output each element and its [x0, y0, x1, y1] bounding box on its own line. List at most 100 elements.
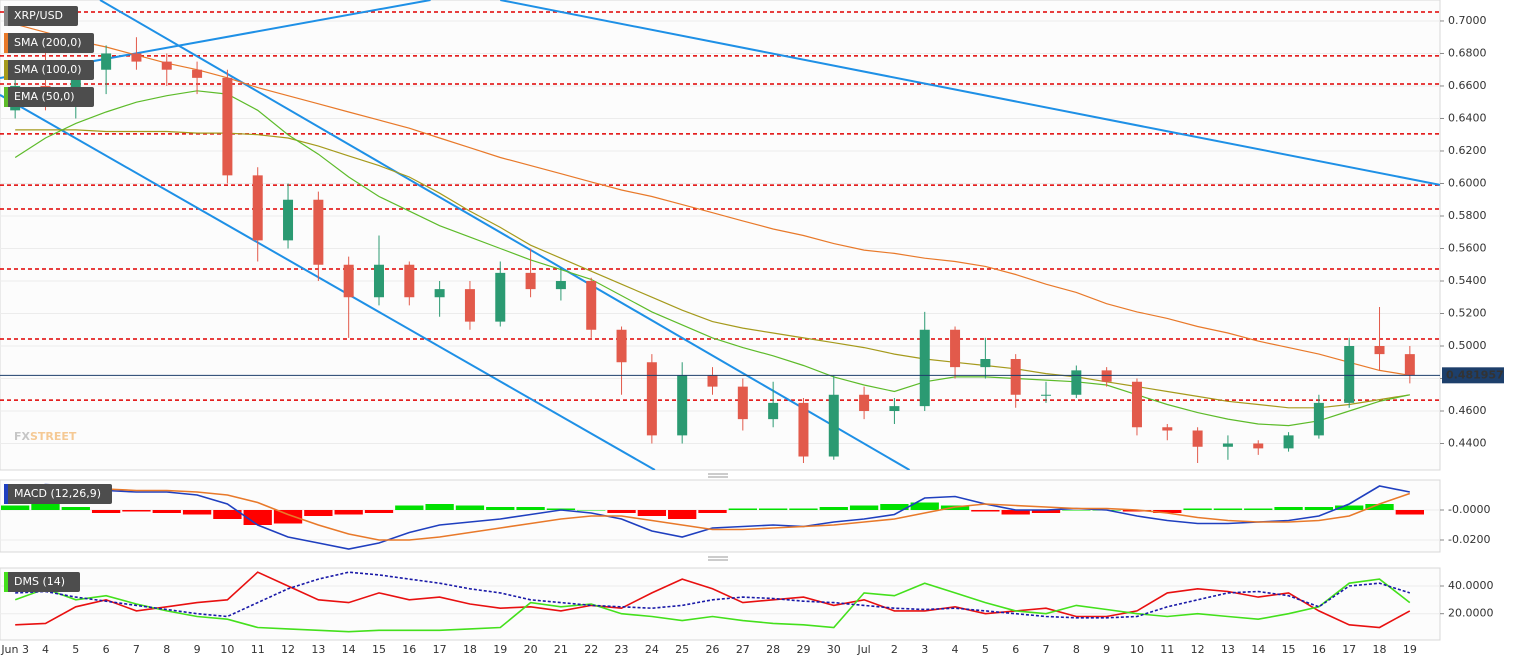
- x-tick-label: 17: [1342, 643, 1356, 656]
- histogram-bar: [668, 510, 697, 519]
- last-price-box: [1442, 367, 1504, 384]
- legend-item: MACD (12,26,9): [4, 484, 112, 504]
- x-tick-label: 15: [372, 643, 386, 656]
- panel-handle[interactable]: [708, 556, 728, 561]
- candle-body: [1374, 345, 1385, 355]
- watermark-part: STREET: [30, 430, 77, 443]
- histogram-bar: [1365, 504, 1394, 510]
- y-tick-label: -0.0200: [1448, 533, 1490, 546]
- candle-body: [1101, 370, 1112, 382]
- y-tick-label: 0.6200: [1448, 144, 1487, 157]
- histogram-bar: [1183, 508, 1212, 510]
- histogram-bar: [152, 510, 181, 513]
- x-tick-label: 10: [220, 643, 234, 656]
- histogram-bar: [1304, 507, 1334, 510]
- candle-body: [768, 402, 779, 420]
- panel-handle[interactable]: [708, 473, 728, 478]
- legend-box: [4, 87, 94, 107]
- candle-body: [950, 329, 961, 368]
- indicator-line: [15, 483, 1410, 550]
- candle-body: [373, 264, 384, 298]
- legend-swatch: [4, 33, 8, 53]
- candle-body: [1313, 402, 1324, 436]
- x-tick-label: 18: [463, 643, 477, 656]
- x-tick-label: 8: [163, 643, 170, 656]
- y-tick-label: 0.6800: [1448, 46, 1487, 59]
- y-tick-label: 0.5800: [1448, 209, 1487, 222]
- x-tick-label: Jun 3: [0, 643, 29, 656]
- histogram-bar: [425, 504, 454, 510]
- y-tick-label: 0.5000: [1448, 339, 1487, 352]
- legend-item: XRP/USD: [4, 6, 78, 26]
- histogram-bar: [637, 510, 667, 516]
- x-tick-label: 11: [251, 643, 265, 656]
- candle-body: [616, 329, 627, 363]
- x-tick-label: 26: [706, 643, 720, 656]
- x-tick-label: 21: [554, 643, 568, 656]
- x-tick-label: 30: [827, 643, 841, 656]
- histogram-bar: [849, 505, 879, 510]
- x-tick-label: 6: [103, 643, 110, 656]
- candle-body: [1283, 435, 1294, 449]
- candle-body: [495, 272, 506, 322]
- x-tick-label: 14: [1251, 643, 1265, 656]
- x-tick-label: 15: [1282, 643, 1296, 656]
- x-tick-label: 7: [133, 643, 140, 656]
- legend-item: SMA (100,0): [4, 60, 94, 80]
- x-tick-label: 12: [281, 643, 295, 656]
- trendline: [99, 0, 911, 470]
- histogram-bar: [304, 510, 333, 516]
- candle-body: [737, 386, 748, 420]
- trendline: [500, 0, 1440, 186]
- x-tick-label: 17: [433, 643, 447, 656]
- x-tick-label: 16: [1312, 643, 1326, 656]
- candle-body: [1162, 427, 1173, 431]
- y-tick-label: 0.4400: [1448, 437, 1487, 450]
- histogram-bar: [910, 502, 939, 510]
- candle-body: [859, 394, 870, 412]
- y-tick-label: 0.6000: [1448, 176, 1487, 189]
- candle-body: [283, 199, 294, 241]
- candle-body: [404, 264, 415, 298]
- histogram-bar: [1001, 510, 1030, 515]
- legend-label: MACD (12,26,9): [14, 487, 101, 500]
- histogram-bar: [395, 505, 424, 510]
- histogram-bar: [789, 508, 818, 510]
- histogram-bar: [122, 510, 151, 512]
- x-tick-label: 5: [982, 643, 989, 656]
- candle-body: [131, 53, 142, 62]
- legend-swatch: [4, 60, 8, 80]
- x-tick-label: 19: [493, 643, 507, 656]
- x-tick-label: 7: [1043, 643, 1050, 656]
- x-tick-label: 11: [1160, 643, 1174, 656]
- y-tick-label: 0.6400: [1448, 111, 1487, 124]
- candle-body: [707, 375, 718, 387]
- candle-body: [798, 402, 809, 457]
- candle-body: [586, 280, 597, 330]
- x-tick-label: 19: [1403, 643, 1417, 656]
- x-tick-label: 5: [72, 643, 79, 656]
- histogram-bar: [31, 504, 60, 510]
- candle-body: [70, 69, 81, 95]
- candle-body: [192, 69, 203, 78]
- candle-body: [1192, 430, 1203, 447]
- legend-swatch: [4, 87, 8, 107]
- candle-body: [343, 264, 354, 298]
- histogram-bar: [213, 510, 242, 519]
- candle-body: [1222, 443, 1233, 447]
- histogram-bar: [971, 510, 1000, 512]
- x-tick-label: 4: [42, 643, 49, 656]
- histogram-bar: [1244, 508, 1273, 510]
- legend-box: [4, 33, 94, 53]
- histogram-bar: [758, 508, 788, 510]
- candle-body: [1041, 394, 1052, 396]
- histogram-bar: [1274, 507, 1303, 510]
- candle-body: [252, 175, 263, 241]
- candle-body: [434, 289, 445, 298]
- histogram-bar: [455, 505, 485, 510]
- histogram-bar: [516, 507, 545, 510]
- x-tick-label: 18: [1373, 643, 1387, 656]
- histogram-bar: [61, 507, 90, 510]
- candle-body: [101, 53, 112, 70]
